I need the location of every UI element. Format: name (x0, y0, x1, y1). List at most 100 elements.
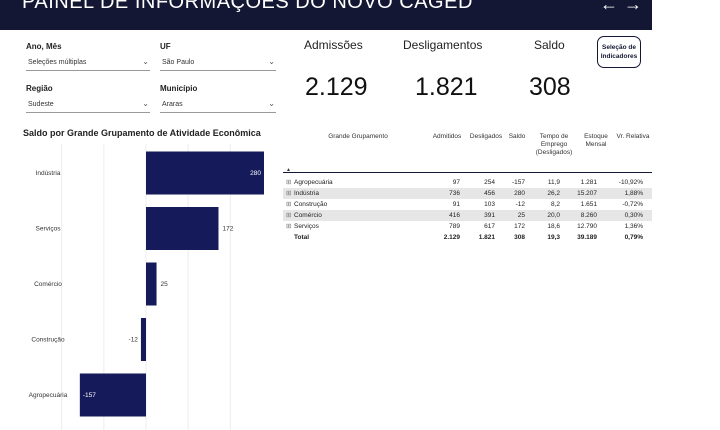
kpi-admissoes-value: 2.129 (305, 73, 368, 101)
data-label: -157 (83, 392, 96, 399)
chevron-down-icon: ⌄ (268, 99, 275, 108)
cell-estoque: 12.790 (577, 223, 597, 230)
table-row[interactable]: ⊞ Indústria 736 456 280 26,2 15.207 1,88% (283, 188, 652, 199)
cell-tempo: 26,2 (547, 190, 560, 197)
filter-regiao: Região Sudeste ⌄ (26, 84, 150, 113)
bar[interactable] (146, 262, 157, 306)
regiao-dropdown[interactable]: Sudeste ⌄ (26, 98, 150, 113)
cell-vr: -0,72% (622, 201, 643, 208)
kpi-saldo-value: 308 (529, 73, 571, 101)
cell-saldo: 172 (514, 223, 525, 230)
header-bar: PAINEL DE INFORMAÇÕES DO NOVO CAGED ← → (0, 0, 652, 30)
cell-desligados: 1.821 (478, 234, 495, 241)
button-label-line2: Indicadores (600, 53, 638, 60)
data-label: 25 (161, 281, 169, 288)
cell-vr: 0,30% (624, 212, 643, 219)
dropdown-value: Araras (162, 101, 183, 108)
cell-desligados: 254 (484, 179, 495, 186)
chevron-down-icon: ⌄ (268, 57, 275, 66)
col-header-admitidos[interactable]: Admitidos (432, 133, 462, 140)
cell-saldo: -157 (511, 179, 525, 186)
cell-saldo: 308 (514, 234, 525, 241)
plus-box-icon[interactable]: ⊞ (286, 212, 292, 219)
filter-label: Região (26, 84, 53, 93)
plus-box-icon[interactable]: ⊞ (286, 223, 292, 230)
dropdown-value: Sudeste (28, 101, 54, 108)
bar[interactable] (79, 373, 146, 417)
cell-desligados: 617 (484, 223, 495, 230)
col-header-grupamento[interactable]: Grande Grupamento (328, 133, 388, 140)
category-label: Construção (31, 337, 65, 344)
cell-admitidos: 736 (449, 190, 460, 197)
municipio-dropdown[interactable]: Araras ⌄ (160, 98, 276, 113)
filter-label: UF (160, 42, 171, 51)
table-row[interactable]: ⊞ Agropecuária 97 254 -157 11,9 1.281 -10,92% (283, 177, 652, 188)
cell-estoque: 15.207 (577, 190, 597, 197)
button-label-line1: Seleção de (602, 44, 636, 51)
cell-estoque: 39.189 (577, 234, 597, 241)
dropdown-value: Seleções múltiplas (28, 59, 87, 66)
cell-tempo: 19,3 (547, 234, 560, 241)
cell-tempo: 11,9 (547, 179, 560, 186)
filter-uf: UF São Paulo ⌄ (160, 42, 276, 71)
table-header: Grande Grupamento Admitidos Desligados S… (283, 133, 652, 173)
filter-label: Ano, Mês (26, 42, 62, 51)
cell-estoque: 1.651 (580, 201, 597, 208)
bar[interactable] (146, 151, 264, 195)
selecao-indicadores-button[interactable]: Seleção de Indicadores (597, 36, 641, 68)
plus-box-icon[interactable]: ⊞ (286, 179, 292, 186)
cell-vr: 1,88% (624, 190, 643, 197)
cell-admitidos: 2.129 (443, 234, 460, 241)
cell-grupamento: Comércio (294, 212, 322, 219)
col-header-desligados[interactable]: Desligados (469, 133, 503, 140)
col-header-tempo[interactable]: Tempo de Emprego (Desligados) (535, 133, 573, 156)
cell-tempo: 8,2 (550, 201, 560, 208)
forward-arrow-icon[interactable]: → (624, 0, 642, 14)
data-label: 172 (222, 226, 233, 233)
plus-box-icon[interactable]: ⊞ (286, 201, 292, 208)
cell-desligados: 391 (484, 212, 495, 219)
bar[interactable] (146, 207, 219, 250)
kpi-desligamentos-label: Desligamentos (403, 38, 483, 52)
dropdown-value: São Paulo (162, 59, 195, 66)
cell-grupamento: Agropecuária (294, 179, 333, 186)
kpi-saldo-label: Saldo (534, 38, 565, 52)
cell-grupamento: Indústria (294, 190, 319, 197)
category-label: Agropecuária (29, 392, 68, 399)
saldo-bar-chart: Indústria 280 Serviços 172 Comércio 25 Constru… (29, 144, 264, 430)
category-label: Serviços (36, 226, 62, 233)
cell-grupamento: Total (294, 234, 310, 241)
cell-vr: 1,36% (624, 223, 643, 230)
cell-estoque: 8.260 (580, 212, 597, 219)
ano-mes-dropdown[interactable]: Seleções múltiplas ⌄ (26, 56, 150, 71)
plus-box-icon[interactable]: ⊞ (286, 190, 292, 197)
uf-dropdown[interactable]: São Paulo ⌄ (160, 56, 276, 71)
table-body: ⊞ Agropecuária 97 254 -157 11,9 1.281 -10,92% ⊞ I… (283, 177, 652, 243)
chevron-down-icon: ⌄ (142, 57, 149, 66)
back-arrow-icon[interactable]: ← (600, 0, 618, 14)
cell-saldo: 280 (514, 190, 525, 197)
nav-arrows: ← → (600, 0, 648, 15)
header-divider (283, 172, 652, 173)
cell-vr: 0,79% (624, 234, 643, 241)
cell-admitidos: 789 (449, 223, 460, 230)
sort-up-icon[interactable]: ▲ (286, 167, 291, 173)
cell-tempo: 18,6 (547, 223, 560, 230)
chart-title: Saldo por Grande Grupamento de Atividade… (23, 128, 261, 138)
bar[interactable] (140, 318, 146, 361)
cell-saldo: 25 (517, 212, 525, 219)
col-header-vr-relativa[interactable]: Vr. Relativa (616, 133, 650, 140)
col-header-estoque[interactable]: Estoque Mensal (584, 133, 608, 148)
table-row[interactable]: ⊞ Construção 91 103 -12 8,2 1.651 -0,72% (283, 199, 652, 210)
filter-label: Município (160, 84, 198, 93)
cell-grupamento: Serviços (294, 223, 319, 230)
table-row[interactable]: ⊞ Serviços 789 617 172 18,6 12.790 1,36% (283, 221, 652, 232)
cell-desligados: 456 (484, 190, 495, 197)
cell-admitidos: 97 (452, 179, 460, 186)
table-row[interactable]: ⊞ Comércio 416 391 25 20,0 8.260 0,30% (283, 210, 652, 221)
cell-grupamento: Construção (294, 201, 328, 208)
col-header-saldo[interactable]: Saldo (508, 133, 526, 140)
cell-admitidos: 91 (452, 201, 460, 208)
cell-estoque: 1.281 (580, 179, 597, 186)
cell-vr: -10,92% (618, 179, 643, 186)
